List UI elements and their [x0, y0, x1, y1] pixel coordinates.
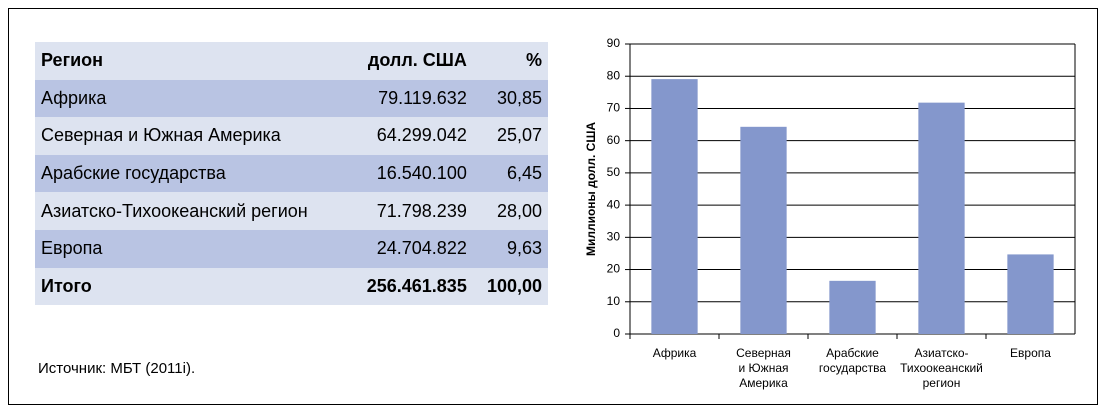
cell: Итого — [41, 275, 92, 296]
x-tick-label: государства — [819, 361, 886, 375]
source: Источник: МБТ (2011i). — [38, 360, 196, 377]
table-row: Европа 24.704.822 9,63 — [35, 229, 548, 268]
y-tick-label: 0 — [613, 326, 620, 340]
x-tick-label: Тихоокеанский — [900, 361, 983, 375]
cell: Северная и Южная Америка — [41, 125, 281, 146]
cell: Регион — [41, 50, 103, 71]
y-tick-label: 70 — [607, 101, 621, 115]
header-row: Регион долл. США% — [35, 42, 548, 80]
frame — [8, 8, 1098, 405]
cell: Азиатско-Тихоокеанский регион — [41, 200, 308, 221]
cell: 256.461.835 — [366, 275, 467, 296]
cell: долл. США — [367, 50, 467, 71]
y-axis-label: Миллионы долл. США — [584, 122, 598, 256]
y-tick-label: 40 — [607, 197, 621, 211]
cell: 6,45 — [506, 163, 542, 184]
x-tick-label: регион — [923, 376, 961, 390]
x-tick-label: Арабские — [826, 346, 879, 360]
bar — [918, 102, 965, 335]
bar — [1007, 254, 1054, 334]
y-tick-label: 90 — [607, 36, 621, 50]
bar — [740, 126, 787, 334]
y-tick-label: 80 — [607, 68, 621, 82]
cell: 28,00 — [496, 200, 542, 221]
table-row: Африка 79.119.632 30,85 — [35, 79, 548, 118]
cell: Арабские государства — [41, 163, 226, 184]
cell: 9,63 — [506, 238, 542, 259]
table-row: Азиатско-Тихоокеанский регион 71.798.239 2… — [35, 192, 548, 230]
x-tick-label: Америка — [739, 376, 788, 390]
cell: Африка — [41, 87, 107, 108]
x-tick-label: Северная — [736, 346, 791, 360]
cell: 71.798.239 — [376, 200, 467, 221]
x-tick-label: Африка — [653, 346, 697, 360]
total-row: Итого 256.461.835 100,00 — [35, 267, 548, 306]
cell: 100,00 — [486, 275, 542, 296]
cell: % — [525, 50, 542, 71]
y-tick-label: 30 — [607, 230, 621, 244]
region-table: Регион долл. США% Африка 79.119.632 30,85 Сев… — [35, 42, 548, 306]
cell: 24.704.822 — [376, 238, 467, 259]
bar — [829, 280, 876, 334]
x-tick-label: Азиатско- — [914, 346, 968, 360]
cell: Европа — [41, 238, 103, 259]
y-tick-label: 20 — [607, 262, 621, 276]
y-tick-label: 50 — [607, 165, 621, 179]
table-row: Северная и Южная Америка 64.299.042 25,07 — [35, 117, 548, 155]
cell: 79.119.632 — [378, 87, 467, 108]
x-tick-label: и Южная — [739, 361, 789, 375]
cell: 16.540.100 — [376, 163, 467, 184]
y-tick-label: 10 — [607, 294, 621, 308]
table-row: Арабские государства 16.540.100 6,45 — [35, 154, 548, 193]
bar — [651, 79, 698, 334]
cell: 25,07 — [496, 125, 542, 146]
x-tick-label: Европа — [1010, 346, 1051, 360]
cell: 64.299.042 — [376, 125, 467, 146]
y-tick-label: 60 — [607, 133, 621, 147]
cell: 30,85 — [496, 87, 542, 108]
